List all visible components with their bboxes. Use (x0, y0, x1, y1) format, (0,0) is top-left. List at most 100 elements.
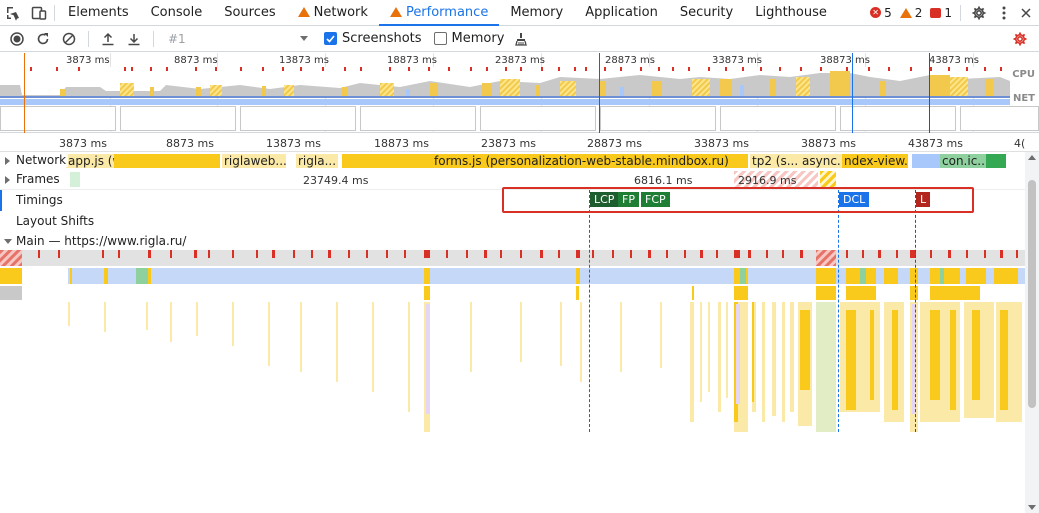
main-thread-track-header[interactable]: Main — https://www.rigla.ru/ (0, 232, 1025, 250)
tab-elements[interactable]: Elements (57, 0, 140, 25)
capture-settings-gear-icon[interactable] (1007, 27, 1033, 51)
screenshot-thumbnail[interactable] (600, 106, 716, 131)
save-profile-button[interactable] (121, 27, 147, 51)
screenshots-checkbox[interactable]: Screenshots (324, 31, 422, 46)
network-request-bar[interactable]: app.js (www.rigla.ru) (66, 154, 114, 168)
net-label: NET (1012, 93, 1035, 104)
close-icon[interactable] (1019, 0, 1033, 26)
more-options-icon[interactable] (997, 0, 1011, 26)
ruler-tick-label: 3873 ms (59, 137, 107, 150)
tab-label: Network (313, 5, 368, 20)
overview-start-marker (24, 53, 25, 133)
clear-icon (62, 32, 76, 45)
tabbar-separator (54, 4, 55, 21)
tab-network[interactable]: Network (287, 0, 379, 25)
tab-performance[interactable]: Performance (378, 0, 500, 26)
clear-button[interactable] (56, 27, 82, 51)
network-request-bar[interactable]: tp2 (s... (750, 154, 800, 168)
timing-mark-dcl[interactable]: DCL (839, 192, 870, 207)
warning-counter[interactable]: 2 (899, 6, 922, 20)
error-counter[interactable]: ✕ 5 (870, 6, 892, 20)
network-request-bar[interactable]: forms.js (personalization-web-stable.min… (432, 154, 748, 168)
network-request-bar-fill[interactable] (986, 154, 1006, 168)
frames-track[interactable]: Frames 23749.4 ms 6816.1 ms 2916.9 ms (0, 170, 1025, 190)
main-thread-track-label[interactable]: Main — https://www.rigla.ru/ (16, 234, 189, 248)
profile-select[interactable]: #1 (160, 29, 312, 49)
network-request-bar[interactable]: con.ic... (940, 154, 986, 168)
screenshot-thumbnail[interactable] (840, 106, 956, 131)
collapse-triangle-icon[interactable] (4, 239, 12, 244)
network-track-label[interactable]: Network (16, 153, 69, 167)
timing-mark-fp[interactable]: FP (618, 192, 639, 207)
device-toolbar-icon[interactable] (26, 0, 52, 26)
frame-duration: 6816.1 ms (634, 174, 693, 187)
partial-frame-block[interactable] (820, 171, 836, 188)
network-request-bar-fill[interactable] (342, 154, 432, 168)
screenshot-thumbnail[interactable] (480, 106, 596, 131)
network-track[interactable]: Network app.js (www.rigla.ru) riglaweb..… (0, 152, 1025, 170)
ruler-tick-label: 13873 ms (266, 137, 321, 150)
timeline-overview[interactable]: 3873 ms 8873 ms 13873 ms 18873 ms 23873 … (0, 53, 1039, 133)
network-request-bar-fill[interactable] (912, 154, 940, 168)
checkbox-checked-icon[interactable] (324, 32, 337, 45)
scroll-up-arrow-icon[interactable] (1028, 155, 1036, 160)
overview-fcp-marker (599, 53, 600, 133)
network-request-bar[interactable]: rigla... (296, 154, 338, 168)
scrollbar-thumb[interactable] (1028, 180, 1036, 408)
timing-mark-load[interactable]: L (916, 192, 931, 207)
issues-counter[interactable]: 1 (930, 6, 952, 20)
screenshot-thumbnail[interactable] (960, 106, 1039, 131)
network-request-bar[interactable]: async... (800, 154, 842, 168)
tab-lighthouse[interactable]: Lighthouse (744, 0, 838, 25)
overview-tick-label: 38873 ms (820, 55, 870, 66)
layout-shifts-track-label[interactable]: Layout Shifts (16, 214, 97, 228)
expand-triangle-icon[interactable] (5, 176, 10, 184)
dropped-frame-block[interactable] (734, 171, 818, 188)
track-selection-indicator (0, 190, 2, 211)
broom-icon (515, 32, 528, 46)
settings-gear-icon[interactable] (969, 0, 989, 26)
reload-and-record-button[interactable] (30, 27, 56, 51)
expand-triangle-icon[interactable] (5, 157, 10, 165)
tab-console[interactable]: Console (140, 0, 214, 25)
overview-tick-label: 28873 ms (605, 55, 655, 66)
screenshots-label: Screenshots (342, 31, 422, 46)
tab-label: Application (585, 5, 658, 20)
screenshots-strip (0, 105, 1039, 132)
screenshot-thumbnail[interactable] (120, 106, 236, 131)
memory-checkbox[interactable]: Memory (433, 31, 505, 46)
tab-sources[interactable]: Sources (213, 0, 286, 25)
timing-mark-lcp[interactable]: LCP (590, 192, 619, 207)
network-request-bar[interactable]: riglaweb... (222, 154, 286, 168)
screenshot-thumbnail[interactable] (0, 106, 116, 131)
tab-label: Security (679, 5, 734, 20)
scroll-down-arrow-icon[interactable] (1028, 505, 1036, 510)
load-profile-button[interactable] (95, 27, 121, 51)
timings-track-label[interactable]: Timings (16, 193, 65, 207)
inspect-element-icon[interactable] (0, 0, 26, 26)
frames-track-label[interactable]: Frames (16, 172, 62, 186)
checkbox-unchecked-icon[interactable] (433, 32, 447, 45)
tab-application[interactable]: Application (574, 0, 669, 25)
issue-count: 1 (944, 5, 952, 20)
record-button[interactable] (4, 27, 30, 51)
screenshot-thumbnail[interactable] (360, 106, 476, 131)
ruler-tick-label: 4( (1014, 137, 1026, 150)
flame-chart-scrollbar[interactable] (1025, 152, 1039, 513)
lcp-dashed-line (589, 190, 590, 432)
network-overview-line (0, 96, 1010, 98)
memory-label: Memory (451, 31, 505, 46)
timing-mark-fcp[interactable]: FCP (641, 192, 670, 207)
collect-garbage-button[interactable] (508, 27, 534, 51)
frame-block[interactable] (70, 172, 80, 187)
tab-label: Lighthouse (755, 5, 827, 20)
tab-memory[interactable]: Memory (499, 0, 574, 25)
network-request-bar[interactable]: ndex-view.... (842, 154, 908, 168)
screenshot-thumbnail[interactable] (240, 106, 356, 131)
layout-shifts-track[interactable]: Layout Shifts (0, 211, 1025, 231)
screenshot-thumbnail[interactable] (720, 106, 836, 131)
main-thread-flame-chart[interactable] (0, 250, 1025, 432)
timings-track[interactable]: Timings (0, 190, 1025, 211)
tab-security[interactable]: Security (669, 0, 744, 25)
network-request-bar-fill[interactable] (114, 154, 220, 168)
